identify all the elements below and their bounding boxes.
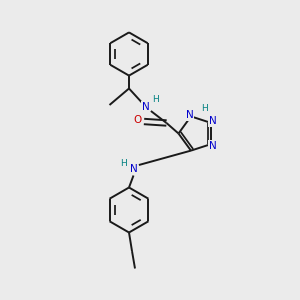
Text: H: H: [121, 159, 127, 168]
Text: O: O: [134, 115, 142, 125]
Text: N: N: [186, 110, 193, 120]
Text: N: N: [130, 164, 137, 175]
Text: H: H: [152, 94, 158, 103]
Text: N: N: [142, 101, 149, 112]
Text: N: N: [209, 141, 216, 151]
Text: H: H: [201, 104, 208, 113]
Text: N: N: [209, 116, 216, 126]
